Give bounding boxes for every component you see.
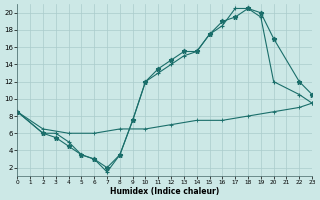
X-axis label: Humidex (Indice chaleur): Humidex (Indice chaleur): [110, 187, 219, 196]
